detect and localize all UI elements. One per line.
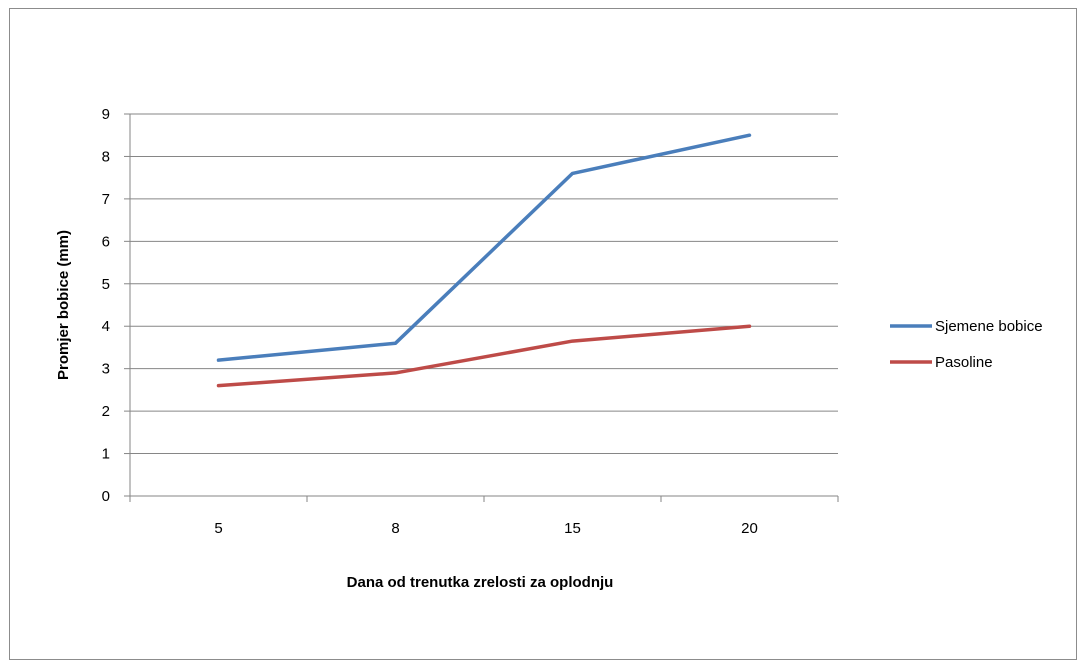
y-tick-label: 2 [102,403,110,420]
y-tick-label: 6 [102,233,110,250]
x-tick-label: 5 [214,520,222,537]
series-line-2 [216,324,752,388]
x-tick-labels: 5 8 15 20 [129,496,839,537]
legend: Sjemene bobice Pasoline [890,318,1043,371]
gridlines [124,113,838,497]
y-axis-title: Promjer bobice (mm) [55,230,72,380]
y-tick-label: 7 [102,191,110,208]
y-tick-label: 8 [102,148,110,165]
legend-label: Sjemene bobice [935,318,1043,335]
legend-item: Pasoline [890,354,993,371]
y-tick-label: 0 [102,488,110,505]
x-axis-title: Dana od trenutka zrelosti za oplodnju [347,574,614,591]
y-tick-label: 5 [102,276,110,293]
series-lines [216,133,752,388]
x-tick-label: 15 [564,520,581,537]
y-tick-labels: 0 1 2 3 4 5 6 7 8 9 [102,106,110,505]
axes [129,114,838,497]
legend-item: Sjemene bobice [890,318,1043,335]
y-tick-label: 9 [102,106,110,123]
y-tick-label: 3 [102,361,110,378]
chart-frame [9,8,1077,660]
series-line-1 [216,133,752,362]
y-tick-label: 4 [102,318,110,335]
x-tick-label: 8 [391,520,399,537]
y-tick-label: 1 [102,446,110,463]
x-tick-label: 20 [741,520,758,537]
legend-label: Pasoline [935,354,993,371]
